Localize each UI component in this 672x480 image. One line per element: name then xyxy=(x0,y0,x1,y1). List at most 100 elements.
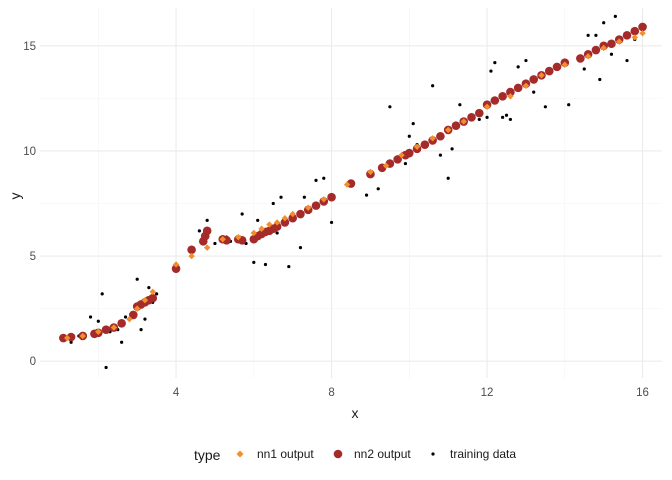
point-nn1-output xyxy=(150,289,156,295)
point-nn2-output xyxy=(102,325,111,334)
point-training-data xyxy=(330,221,333,224)
point-training-data xyxy=(252,261,255,264)
point-training-data xyxy=(532,90,535,93)
point-nn2-output xyxy=(491,96,500,105)
point-training-data xyxy=(97,320,100,323)
x-tick-label: 12 xyxy=(481,387,494,399)
y-tick-label: 15 xyxy=(23,41,36,53)
point-training-data xyxy=(143,318,146,321)
legend: type nn1 output nn2 output training data xyxy=(194,447,516,463)
point-nn2-output xyxy=(545,67,554,76)
point-nn2-output xyxy=(498,92,507,101)
point-training-data xyxy=(136,278,139,281)
point-training-data xyxy=(524,59,527,62)
point-training-data xyxy=(431,84,434,87)
point-training-data xyxy=(365,194,368,197)
legend-label-nn1-output: nn1 output xyxy=(257,447,314,461)
point-training-data xyxy=(89,315,92,318)
point-nn2-output xyxy=(148,294,157,303)
point-nn2-output xyxy=(638,23,647,32)
point-training-data xyxy=(139,328,142,331)
point-training-data xyxy=(583,67,586,70)
point-training-data xyxy=(614,15,617,18)
point-training-data xyxy=(517,65,520,68)
point-training-data xyxy=(544,105,547,108)
point-nn2-output xyxy=(623,31,632,40)
point-nn1-output xyxy=(632,34,638,40)
point-training-data xyxy=(303,196,306,199)
y-tick-label: 5 xyxy=(30,251,36,263)
point-training-data xyxy=(478,118,481,121)
x-axis-title: x xyxy=(352,405,359,421)
point-training-data xyxy=(206,219,209,222)
legend-title: type xyxy=(194,447,221,463)
x-axis-ticks: 4 8 12 16 xyxy=(173,387,649,399)
point-training-data xyxy=(509,118,512,121)
point-training-data xyxy=(314,179,317,182)
point-training-data xyxy=(450,147,453,150)
legend-label-nn2-output: nn2 output xyxy=(354,447,411,461)
point-training-data xyxy=(587,34,590,37)
point-training-data xyxy=(439,154,442,157)
point-nn2-output xyxy=(327,193,336,202)
point-training-data xyxy=(124,315,127,318)
point-training-data xyxy=(602,21,605,24)
point-training-data xyxy=(322,177,325,180)
point-training-data xyxy=(299,246,302,249)
point-training-data xyxy=(485,116,488,119)
point-nn2-output xyxy=(436,132,445,141)
legend-key-nn1-output xyxy=(237,451,244,458)
point-nn2-output xyxy=(117,319,126,328)
point-nn2-output xyxy=(592,46,601,55)
point-training-data xyxy=(594,34,597,37)
point-nn2-output xyxy=(296,210,305,219)
point-training-data xyxy=(377,187,380,190)
point-training-data xyxy=(598,78,601,81)
point-nn2-output xyxy=(467,113,476,122)
point-training-data xyxy=(104,366,107,369)
legend-key-training-data xyxy=(431,452,434,455)
point-nn2-output xyxy=(529,75,538,84)
point-training-data xyxy=(625,59,628,62)
point-nn2-output xyxy=(576,54,585,63)
legend-key-nn2-output xyxy=(334,450,343,459)
point-training-data xyxy=(404,162,407,165)
y-tick-label: 0 xyxy=(30,356,36,368)
point-training-data xyxy=(279,196,282,199)
point-nn2-output xyxy=(405,149,414,158)
x-tick-label: 16 xyxy=(636,387,649,399)
legend-label-training-data: training data xyxy=(450,447,516,461)
point-training-data xyxy=(241,212,244,215)
point-training-data xyxy=(567,103,570,106)
point-nn1-output xyxy=(204,244,210,250)
point-training-data xyxy=(388,105,391,108)
point-nn2-output xyxy=(475,109,484,118)
point-training-data xyxy=(264,263,267,266)
point-nn2-output xyxy=(187,245,196,254)
point-training-data xyxy=(120,341,123,344)
point-training-data xyxy=(101,292,104,295)
point-training-data xyxy=(287,265,290,268)
point-training-data xyxy=(489,69,492,72)
point-training-data xyxy=(412,122,415,125)
point-nn2-output xyxy=(630,27,639,36)
point-training-data xyxy=(610,53,613,56)
point-training-data xyxy=(198,229,201,232)
point-training-data xyxy=(147,286,150,289)
y-axis-title: y xyxy=(7,193,23,200)
point-nn1-output xyxy=(639,30,645,36)
point-nn1-output xyxy=(188,253,194,259)
point-training-data xyxy=(272,202,275,205)
point-training-data xyxy=(256,219,259,222)
point-training-data xyxy=(505,114,508,117)
point-training-data xyxy=(501,116,504,119)
x-tick-label: 4 xyxy=(173,387,180,399)
point-training-data xyxy=(458,103,461,106)
point-training-data xyxy=(213,242,216,245)
data-points xyxy=(59,15,647,369)
point-nn2-output xyxy=(607,39,616,48)
y-tick-label: 10 xyxy=(23,146,36,158)
point-training-data xyxy=(408,135,411,138)
point-nn2-output xyxy=(312,201,321,210)
